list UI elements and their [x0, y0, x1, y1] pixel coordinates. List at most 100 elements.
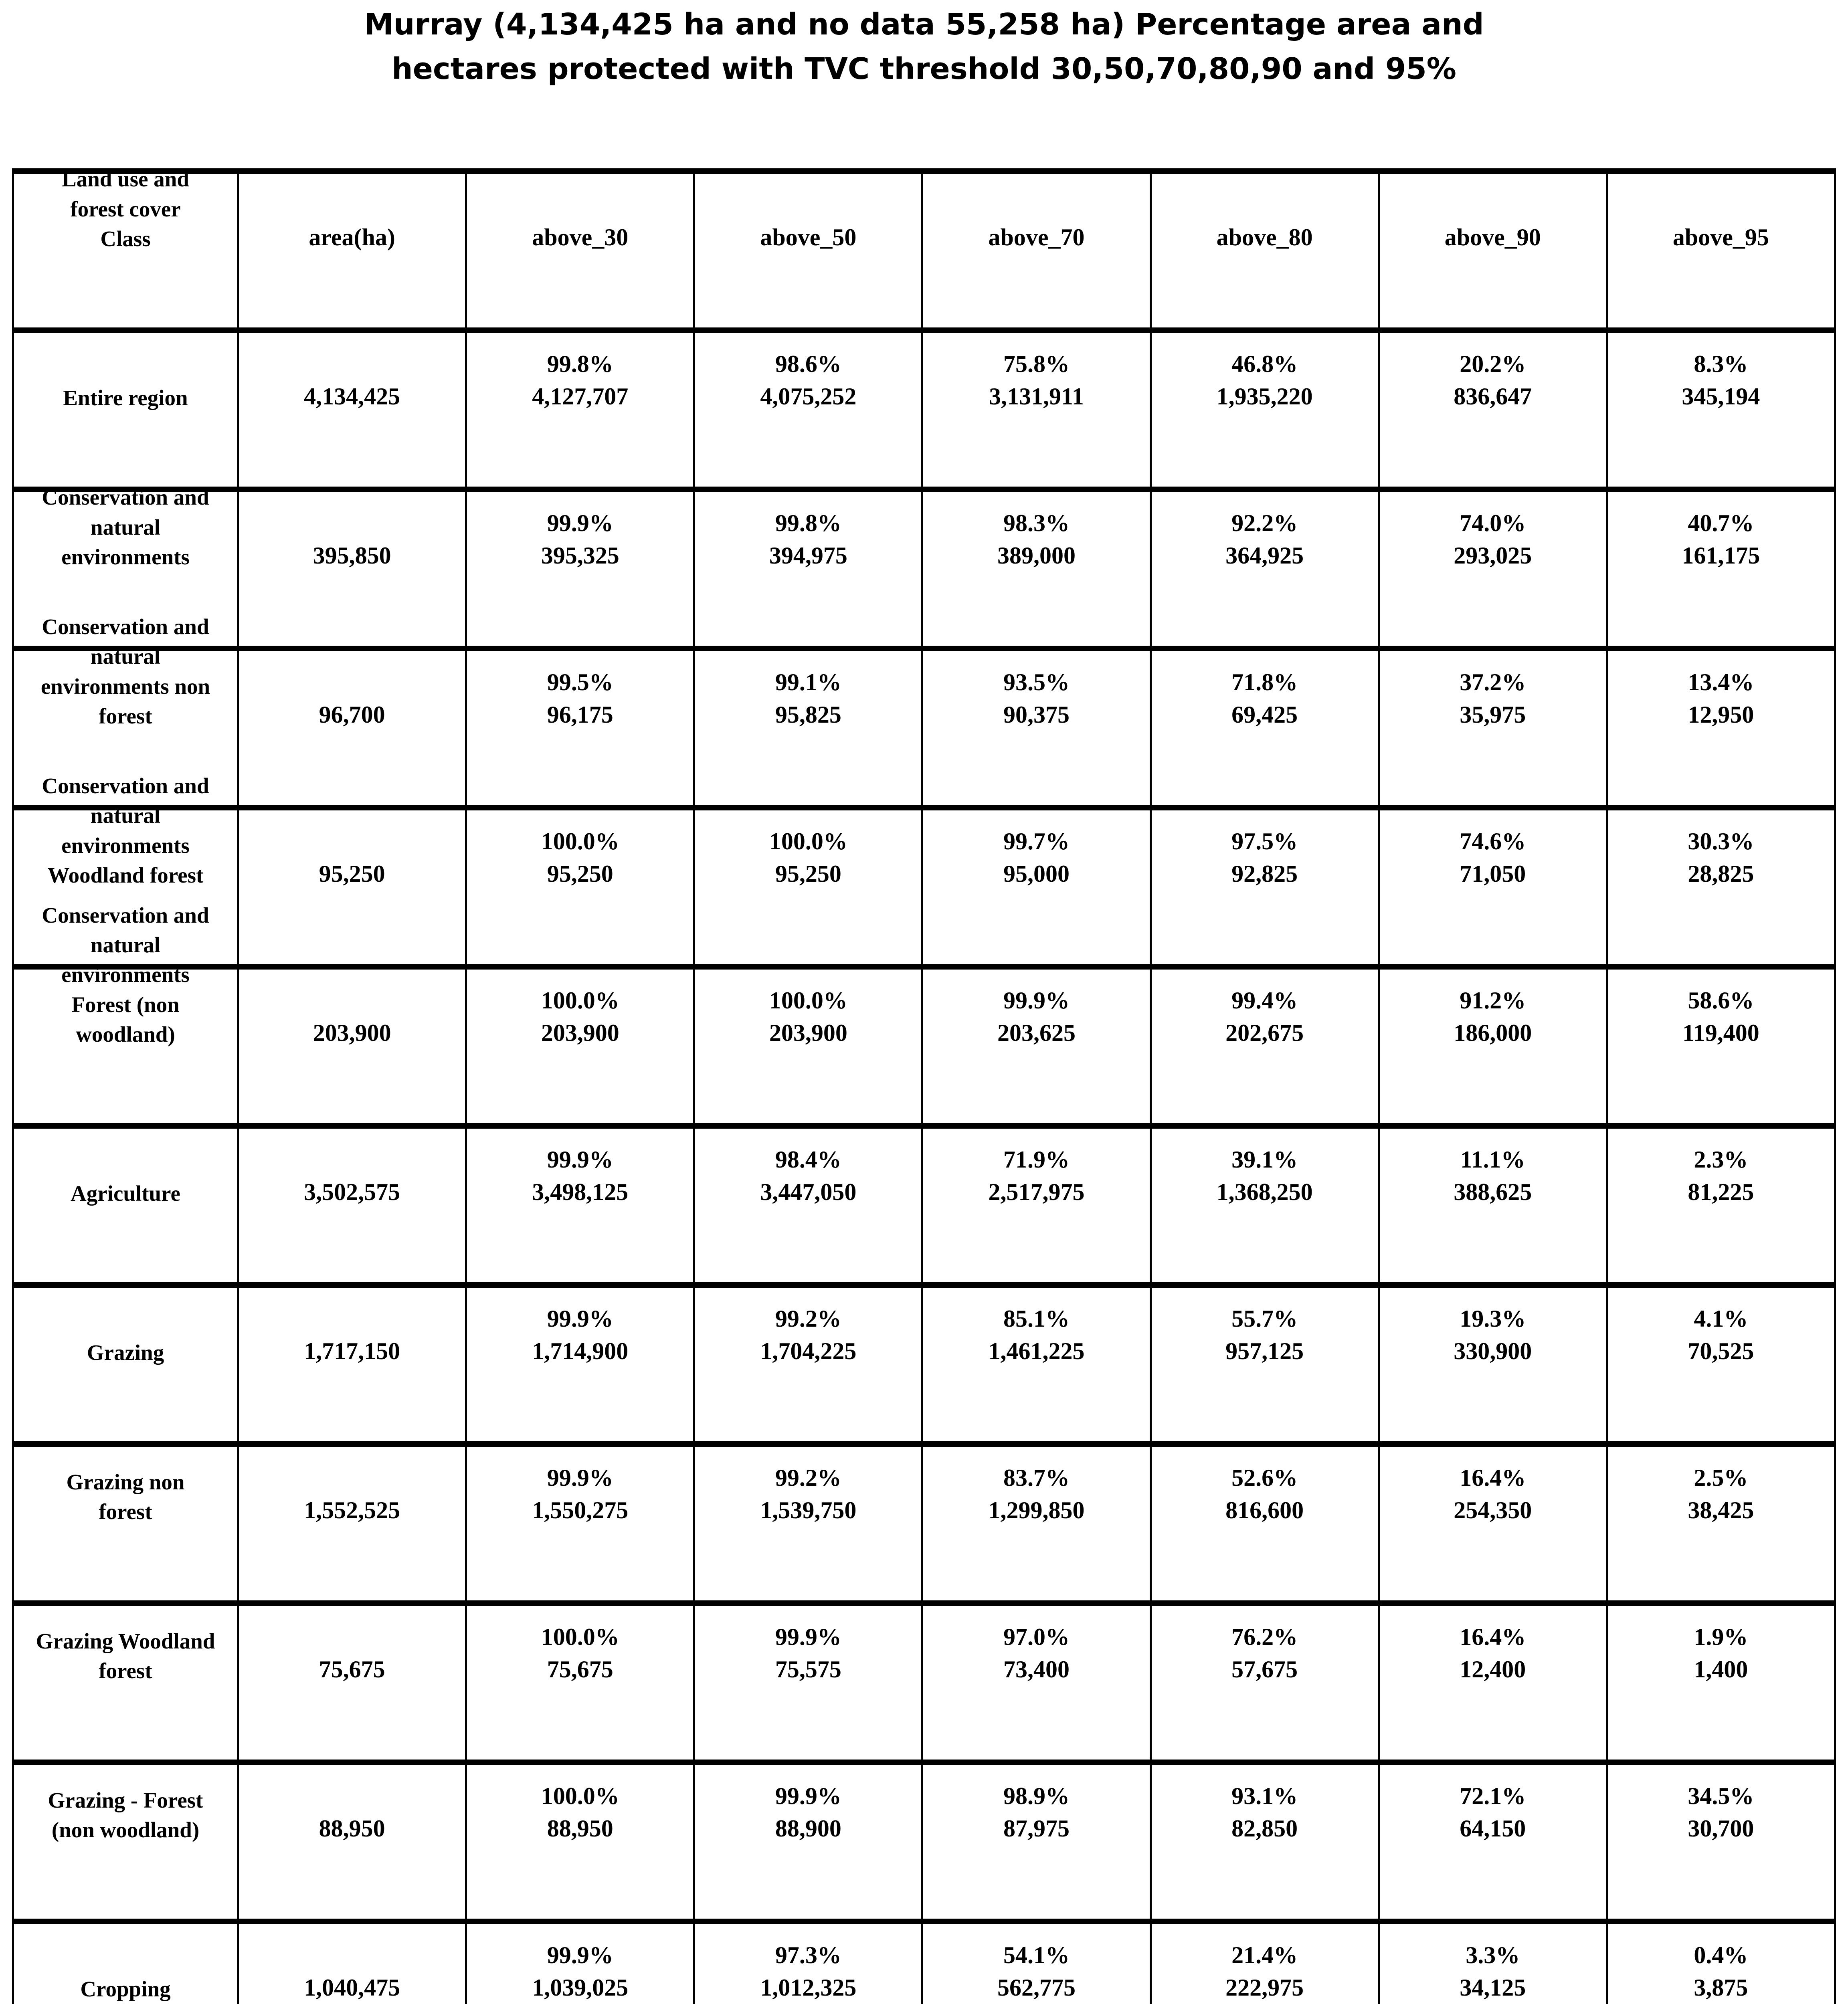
hectares-value: 1,550,275	[532, 1497, 629, 1524]
page-title-line1: Murray (4,134,425 ha and no data 55,258 …	[364, 7, 1484, 42]
hectares-value: 4,075,252	[760, 383, 857, 410]
area-value: 395,850	[313, 542, 391, 569]
value-cell: 1.9% 1,400	[1605, 1606, 1834, 1760]
hectares-value: 3,875	[1694, 1974, 1748, 2001]
area-value: 3,502,575	[304, 1179, 400, 1206]
hectares-value: 71,050	[1460, 861, 1526, 887]
value-cell-text: 97.0% 73,400	[923, 1621, 1149, 1686]
value-cell-text: 99.9% 3,498,125	[467, 1143, 693, 1208]
value-cell: 99.8% 394,975	[693, 492, 921, 646]
value-cell: 76.2% 57,675	[1149, 1606, 1378, 1760]
row-label-cell: Grazing	[14, 1288, 237, 1441]
value-cell: 71.9% 2,517,975	[921, 1129, 1149, 1282]
hectares-value: 95,250	[775, 861, 841, 887]
area-value: 88,950	[319, 1815, 385, 1842]
value-cell: 16.4% 12,400	[1377, 1606, 1606, 1760]
table-row: Grazing 1,717,150 99.9% 1,714,900 99.2% 1,704…	[14, 1282, 1834, 1441]
value-cell-text: 99.9% 395,325	[467, 507, 693, 572]
header-cell-above-95: above_95	[1605, 174, 1834, 327]
value-cell-text: 91.2% 186,000	[1380, 984, 1606, 1049]
table-row: Agriculture 3,502,575 99.9% 3,498,125 98.4% 3…	[14, 1123, 1834, 1282]
value-cell: 99.9% 395,325	[465, 492, 693, 646]
row-label: Conservation and natural environments	[42, 485, 209, 569]
percent-value: 100.0%	[769, 828, 847, 855]
percent-value: 72.1%	[1460, 1783, 1526, 1810]
percent-value: 97.0%	[1003, 1624, 1070, 1650]
row-label-cell: Conservation and natural environments Wo…	[14, 774, 237, 964]
hectares-value: 161,175	[1682, 542, 1760, 569]
header-label: above_50	[760, 224, 857, 251]
hectares-value: 95,000	[1003, 861, 1070, 887]
value-cell-text: 20.2% 836,647	[1380, 348, 1606, 413]
percent-value: 100.0%	[541, 1624, 619, 1650]
value-cell-text: 99.8% 4,127,707	[467, 348, 693, 413]
percent-value: 100.0%	[541, 1783, 619, 1810]
area-cell: 1,040,475	[237, 1924, 465, 2004]
area-value: 1,552,525	[304, 1497, 400, 1524]
value-cell-text: 39.1% 1,368,250	[1152, 1143, 1378, 1208]
area-cell-text: 1,552,525	[239, 1494, 465, 1527]
value-cell: 100.0% 95,250	[465, 810, 693, 964]
hectares-value: 186,000	[1454, 1020, 1532, 1046]
percent-value: 99.8%	[775, 510, 841, 537]
value-cell: 92.2% 364,925	[1149, 492, 1378, 646]
area-cell: 75,675	[237, 1606, 465, 1760]
percent-value: 3.3%	[1466, 1942, 1520, 1969]
header-cell-class: Land use and forest cover Class	[14, 167, 237, 327]
hectares-value: 1,368,250	[1216, 1179, 1313, 1206]
row-label: Grazing	[87, 1340, 164, 1365]
value-cell: 99.9% 75,575	[693, 1606, 921, 1760]
hectares-value: 562,775	[997, 1974, 1076, 2001]
value-cell-text: 37.2% 35,975	[1380, 666, 1606, 731]
percent-value: 37.2%	[1460, 669, 1526, 696]
value-cell-text: 100.0% 203,900	[695, 984, 921, 1049]
hectares-value: 81,225	[1688, 1179, 1754, 1206]
hectares-value: 38,425	[1688, 1497, 1754, 1524]
value-cell: 72.1% 64,150	[1377, 1765, 1606, 1919]
row-label-cell-text: Grazing	[14, 1338, 237, 1368]
value-cell: 40.7% 161,175	[1605, 492, 1834, 646]
value-cell: 99.5% 96,175	[465, 651, 693, 805]
hectares-value: 73,400	[1003, 1656, 1070, 1683]
value-cell-text: 100.0% 88,950	[467, 1780, 693, 1845]
value-cell: 98.9% 87,975	[921, 1765, 1149, 1919]
hectares-value: 1,539,750	[760, 1497, 857, 1524]
row-label-cell-text: Grazing non forest	[14, 1467, 237, 1527]
hectares-value: 4,127,707	[532, 383, 629, 410]
value-cell-text: 74.6% 71,050	[1380, 825, 1606, 890]
value-cell: 100.0% 203,900	[693, 970, 921, 1123]
value-cell-text: 16.4% 12,400	[1380, 1621, 1606, 1686]
hectares-value: 87,975	[1003, 1815, 1070, 1842]
hectares-value: 293,025	[1454, 542, 1532, 569]
value-cell-text: 71.8% 69,425	[1152, 666, 1378, 731]
hectares-value: 1,714,900	[532, 1338, 629, 1365]
value-cell-text: 30.3% 28,825	[1608, 825, 1834, 890]
percent-value: 99.9%	[775, 1624, 841, 1650]
percent-value: 74.0%	[1460, 510, 1526, 537]
value-cell: 11.1% 388,625	[1377, 1129, 1606, 1282]
percent-value: 99.1%	[775, 669, 841, 696]
header-cell-above-70: above_70	[921, 174, 1149, 327]
row-label: Grazing Woodland forest	[36, 1628, 215, 1683]
value-cell: 100.0% 75,675	[465, 1606, 693, 1760]
percent-value: 99.9%	[775, 1783, 841, 1810]
percent-value: 2.3%	[1694, 1146, 1748, 1173]
value-cell-text: 75.8% 3,131,911	[923, 348, 1149, 413]
percent-value: 99.2%	[775, 1305, 841, 1332]
hectares-value: 88,950	[547, 1815, 613, 1842]
value-cell: 0.4% 3,875	[1605, 1924, 1834, 2004]
value-cell-text: 100.0% 95,250	[467, 825, 693, 890]
table-row: Conservation and natural environments no…	[14, 614, 1834, 805]
value-cell: 99.9% 3,498,125	[465, 1129, 693, 1282]
hectares-value: 3,498,125	[532, 1179, 629, 1206]
page-title: Murray (4,134,425 ha and no data 55,258 …	[0, 2, 1848, 91]
value-cell: 39.1% 1,368,250	[1149, 1129, 1378, 1282]
value-cell: 97.5% 92,825	[1149, 810, 1378, 964]
header-cell-above-80: above_80	[1149, 174, 1378, 327]
hectares-value: 92,825	[1231, 861, 1298, 887]
row-label: Agriculture	[71, 1181, 180, 1206]
percent-value: 21.4%	[1231, 1942, 1298, 1969]
area-cell-text: 3,502,575	[239, 1176, 465, 1208]
row-label: Grazing - Forest (non woodland)	[48, 1788, 203, 1842]
